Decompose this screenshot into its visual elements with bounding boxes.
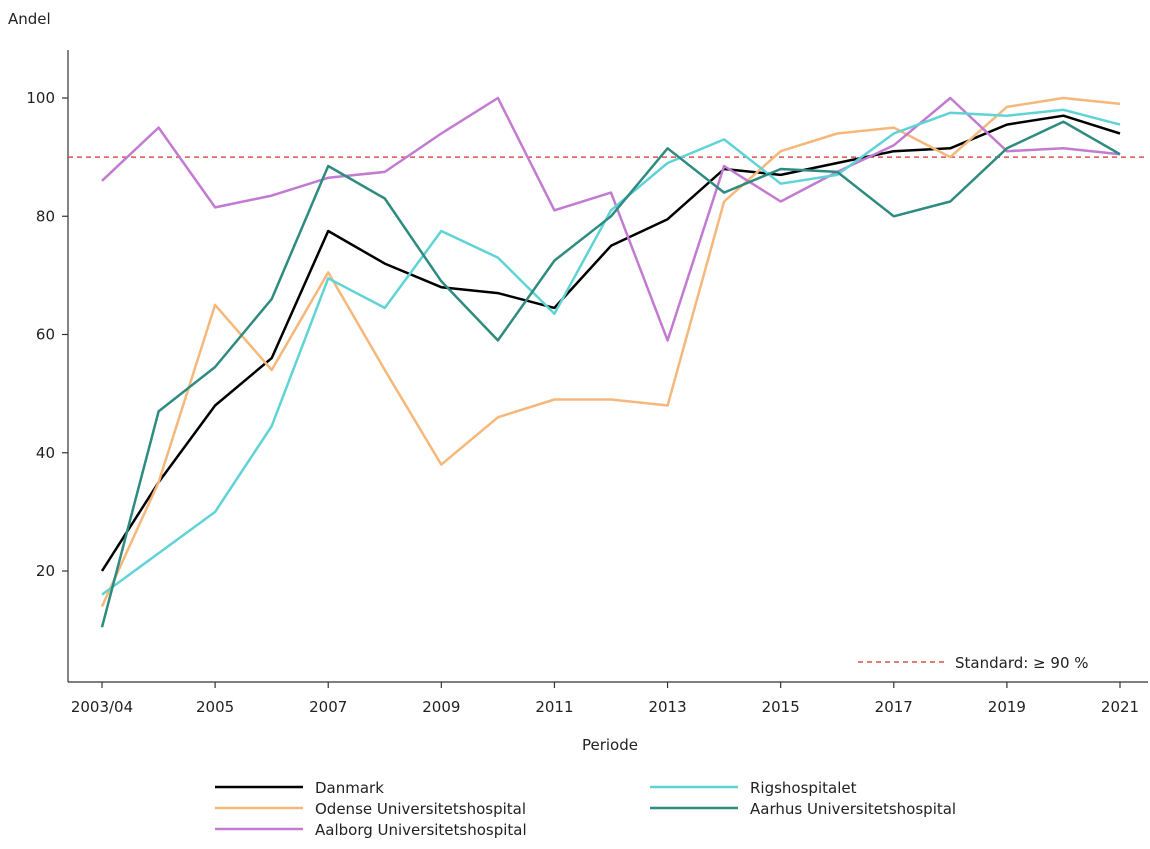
legend-label: Aalborg Universitetshospital [315, 821, 527, 839]
y-axis-label: Andel [8, 10, 51, 28]
x-tick-label: 2009 [422, 698, 460, 716]
x-tick-label: 2019 [988, 698, 1026, 716]
series-line-danmark [100, 114, 1121, 572]
reference-legend-label: Standard: ≥ 90 % [955, 654, 1089, 672]
y-ticks: 20 40 60 80 100 [26, 89, 68, 580]
x-tick-label: 2003/04 [71, 698, 133, 716]
series-line-rigshospitalet [101, 108, 1121, 596]
x-tick-label: 2017 [875, 698, 913, 716]
x-axis-label: Periode [582, 736, 638, 754]
series-lines [100, 96, 1121, 628]
series-line-aarhus-universitetshospital [100, 120, 1121, 628]
legend-label: Aarhus Universitetshospital [750, 800, 956, 818]
y-tick-label: 100 [26, 89, 55, 107]
x-tick-label: 2015 [762, 698, 800, 716]
y-tick-label: 40 [36, 444, 55, 462]
x-tick-label: 2021 [1101, 698, 1139, 716]
y-tick-label: 60 [36, 326, 55, 344]
legend-label: Danmark [315, 779, 384, 797]
x-tick-label: 2011 [535, 698, 573, 716]
x-ticks: 2003/04 2005 2007 2009 2011 2013 2015 2017 2019 2… [71, 682, 1139, 716]
series-line-aalborg-universitetshospital [101, 96, 1121, 342]
x-tick-label: 2007 [309, 698, 347, 716]
legend: Danmark Rigshospitalet Odense Universitets… [215, 779, 956, 839]
x-tick-label: 2005 [196, 698, 234, 716]
y-tick-label: 20 [36, 562, 55, 580]
legend-label: Rigshospitalet [750, 779, 857, 797]
y-tick-label: 80 [36, 207, 55, 225]
series-line-odense-universitetshospital [100, 96, 1121, 608]
legend-label: Odense Universitetshospital [315, 800, 526, 818]
x-tick-label: 2013 [648, 698, 686, 716]
